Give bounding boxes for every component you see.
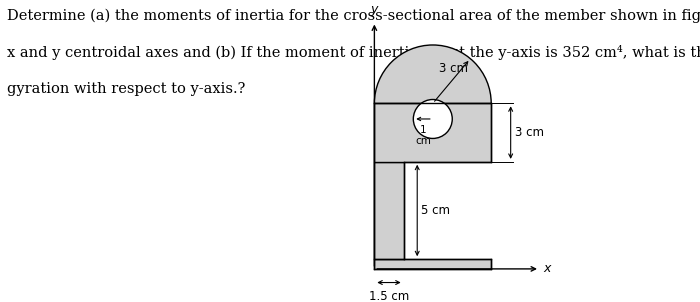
Text: gyration with respect to y-axis.?: gyration with respect to y-axis.? xyxy=(7,82,246,95)
Polygon shape xyxy=(374,162,404,259)
Polygon shape xyxy=(374,103,491,162)
Text: 1
cm: 1 cm xyxy=(415,125,431,146)
Text: 5 cm: 5 cm xyxy=(421,204,450,217)
Circle shape xyxy=(413,99,452,138)
Text: 1.5 cm: 1.5 cm xyxy=(369,290,409,302)
Text: Determine (a) the moments of inertia for the cross-sectional area of the member : Determine (a) the moments of inertia for… xyxy=(7,9,700,24)
Text: x: x xyxy=(544,262,551,275)
Wedge shape xyxy=(374,45,491,103)
Text: y: y xyxy=(371,3,378,16)
Text: x and y centroidal axes and (b) If the moment of inertia about the y-axis is 352: x and y centroidal axes and (b) If the m… xyxy=(7,45,700,60)
Text: 3 cm: 3 cm xyxy=(514,126,544,139)
Polygon shape xyxy=(374,259,491,269)
Text: 3 cm: 3 cm xyxy=(439,62,468,75)
